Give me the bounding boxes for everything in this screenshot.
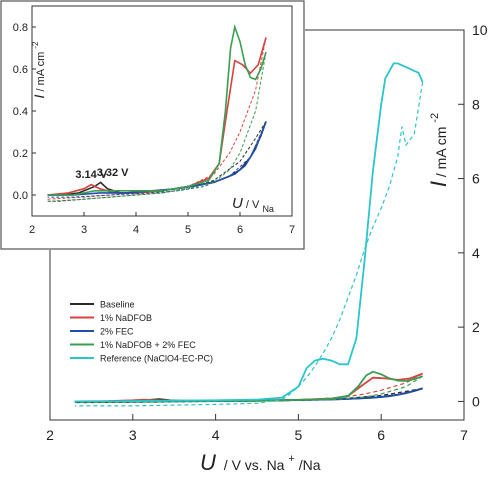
main-x-ticks: 2 3 4 5 6 7 [46, 414, 468, 443]
inset-y-unit-sup: -2 [31, 41, 40, 49]
main-x-unit-tail: /Na [299, 457, 321, 473]
inset-x-tick-label: 2 [29, 224, 35, 236]
main-x-symbol: U [200, 450, 216, 475]
inset-y-symbol: I [31, 94, 47, 98]
main-y-axis-label: I / mA cm -2 [426, 113, 451, 187]
main-y-tick-label: 10 [472, 22, 488, 38]
legend-label: Baseline [100, 300, 135, 310]
main-legend: Baseline 1% NaDFOB 2% FEC 1% NaDFOB + 2% FE… [70, 300, 213, 364]
main-x-unit: V vs. Na [232, 457, 285, 473]
main-x-tick-label: 3 [129, 427, 137, 443]
inset-y-unit: mA cm [35, 52, 47, 86]
inset-x-axis-label: U / V Na [232, 195, 274, 214]
main-y-tick-label: 6 [472, 171, 480, 187]
inset-peak-annotation: 3.32 V [97, 167, 129, 179]
inset-x-tick-label: 6 [237, 224, 243, 236]
main-y-tick-label: 4 [472, 245, 480, 261]
inset-line-1-nadfob-2-fec [47, 23, 267, 196]
legend-label: Reference (NaClO4-EC-PC) [100, 354, 213, 364]
inset-x-symbol: U [232, 195, 243, 212]
main-y-tick-label: 2 [472, 319, 480, 335]
inset-x-tick-label: 4 [133, 224, 139, 236]
main-x-tick-label: 5 [295, 427, 303, 443]
inset-annotations: 3.14 V3.32 V [75, 167, 129, 181]
main-x-unit-sup: + [288, 453, 294, 465]
main-x-tick-label: 7 [460, 427, 468, 443]
legend-label: 1% NaDFOB + 2% FEC [100, 340, 196, 350]
main-y-tick-label: 0 [472, 393, 480, 409]
inset-x-tick-label: 7 [289, 224, 295, 236]
inset-line-1-nadfob-return [47, 37, 267, 200]
main-x-tick-label: 2 [46, 427, 54, 443]
main-y-symbol: I [426, 181, 451, 187]
inset-line-baseline-return [47, 121, 267, 202]
inset-background [0, 0, 305, 250]
inset-y-axis-label: I / mA cm -2 [31, 41, 47, 98]
inset-border [0, 0, 305, 250]
inset-x-unit: V [252, 199, 260, 211]
main-line-reference-naclo4-ec-pc-return [74, 81, 424, 407]
main-y-unit: mA cm [433, 127, 449, 170]
inset-x-tick-label: 3 [81, 224, 87, 236]
legend-label: 1% NaDFOB [100, 313, 152, 323]
inset-x-unit-sub: Na [262, 204, 274, 214]
inset-line-1-nadfob-2-fec-return [47, 52, 267, 202]
inset-series-group [47, 23, 267, 202]
inset-y-tick-label: 0.4 [13, 106, 28, 118]
main-x-tick-label: 4 [212, 427, 220, 443]
main-x-tick-label: 6 [377, 427, 385, 443]
inset-chart: 2 3 4 5 6 7 0.0 0.2 0.4 0.6 0.8 3.14 V3.32 V I / … [0, 0, 305, 250]
main-x-axis-label: U / V vs. Na + /Na [200, 449, 321, 475]
main-y-ticks: 0 2 4 6 8 10 [458, 22, 488, 409]
main-series-group [74, 62, 424, 407]
inset-y-tick-label: 0.0 [13, 190, 28, 202]
inset-y-tick-label: 0.2 [13, 148, 28, 160]
main-line-reference-naclo4-ec-pc [74, 62, 424, 403]
main-chart: 2 3 4 5 6 7 0 2 4 6 8 10 U / V vs. Na + /Na I / mA… [46, 22, 488, 475]
main-y-tick-label: 8 [472, 96, 480, 112]
inset-y-tick-label: 0.6 [13, 64, 28, 76]
inset-y-ticks: 0.0 0.2 0.4 0.6 0.8 [13, 22, 36, 202]
inset-x-ticks: 2 3 4 5 6 7 [29, 212, 295, 236]
inset-x-tick-label: 5 [185, 224, 191, 236]
legend-label: 2% FEC [100, 327, 134, 337]
inset-y-tick-label: 0.8 [13, 22, 28, 34]
main-y-unit-sup: -2 [429, 113, 441, 123]
inset-peak-annotation: 3.14 V [75, 169, 107, 181]
